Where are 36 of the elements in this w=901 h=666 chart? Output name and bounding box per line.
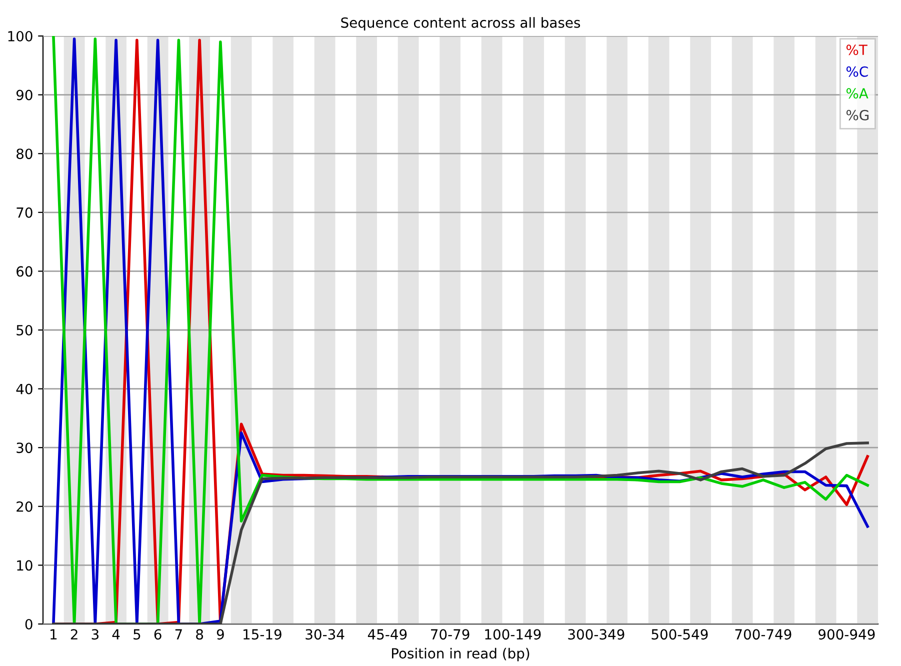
x-tick-label: 7: [175, 629, 182, 640]
y-tick-label: 90: [16, 90, 32, 100]
x-tick-label: 70-79: [431, 629, 470, 640]
x-tick-label: 6: [154, 629, 162, 640]
chart-title: Sequence content across all bases: [341, 17, 580, 31]
y-tick-label: 30: [16, 442, 32, 454]
x-tick-label: 45-49: [368, 629, 407, 640]
y-tick-label: 80: [16, 148, 32, 160]
y-tick-label: 0: [25, 618, 32, 630]
x-tick-label: 4: [112, 629, 120, 640]
x-tick-label: 8: [196, 629, 204, 640]
x-tick-label: 500-549: [652, 629, 708, 640]
y-tick-label: 100: [8, 30, 32, 42]
x-tick-label: 30-34: [306, 629, 344, 640]
x-tick-label: 700-749: [735, 629, 792, 640]
text: %A: [846, 88, 868, 99]
x-tick-label: 300-349: [568, 629, 624, 640]
x-tick-label: 2: [70, 629, 78, 640]
y-tick-label: 60: [16, 266, 32, 277]
x-tick-label: 15-19: [244, 629, 282, 640]
x-axis-title: Position in read (bp): [392, 648, 530, 662]
x-tick-label: 9: [216, 629, 224, 640]
x-tick-label: 100-149: [485, 629, 541, 640]
y-tick-label: 50: [16, 324, 32, 336]
x-tick-label: 900-949: [818, 629, 875, 640]
line-series: [52, 442, 869, 624]
x-tick-label: 1: [50, 629, 57, 640]
text: %C: [846, 66, 868, 77]
text: %G: [846, 110, 869, 120]
y-tick-label: 20: [16, 501, 32, 512]
text: %T: [846, 44, 868, 56]
y-tick-label: 10: [17, 560, 32, 571]
x-tick-label: 5: [134, 629, 140, 640]
y-tick-label: 40: [16, 384, 32, 394]
x-tick-label: 3: [92, 629, 98, 640]
y-tick-label: 70: [16, 207, 32, 218]
